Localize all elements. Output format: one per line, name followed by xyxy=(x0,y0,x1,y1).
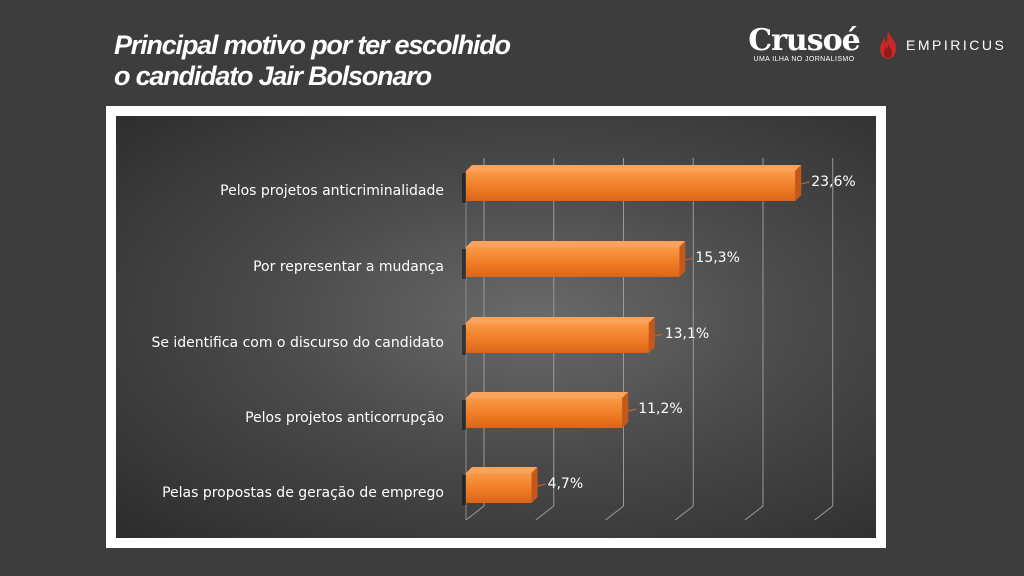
empiricus-logo: EMPIRICUS xyxy=(876,30,1006,60)
data-label: 4,7% xyxy=(548,476,584,492)
bar-chart: 23,6% Pelos projetos anticriminalidade 15,… xyxy=(151,158,856,521)
gridline-floor xyxy=(674,505,694,521)
category-label: Se identifica com o discurso do candidat… xyxy=(151,335,444,351)
gridline-floor xyxy=(744,505,764,521)
bar-shadow xyxy=(462,325,466,355)
data-label-leader xyxy=(654,333,663,337)
category-label: Pelos projetos anticriminalidade xyxy=(220,183,444,199)
crusoe-logo: Crusoé UMA ILHA NO JORNALISMO xyxy=(744,23,864,64)
data-label-leader xyxy=(628,408,637,412)
chart-plot-area: 23,6% Pelos projetos anticriminalidade 15,… xyxy=(116,116,876,538)
bar xyxy=(466,171,796,201)
data-label: 13,1% xyxy=(665,326,709,342)
bar-group: 11,2% Pelos projetos anticorrupção xyxy=(245,392,683,430)
bar-shadow xyxy=(462,475,466,505)
gridline-floor xyxy=(814,505,834,521)
flame-icon xyxy=(876,30,900,60)
bar-side-face xyxy=(679,241,686,277)
bar xyxy=(466,398,623,428)
gridline-floor xyxy=(605,505,624,521)
bar-top-face xyxy=(466,317,655,323)
crusoe-logo-tagline: UMA ILHA NO JORNALISMO xyxy=(753,56,855,63)
bar xyxy=(466,323,649,353)
title-line-2: o candidato Jair Bolsonaro xyxy=(114,61,432,91)
data-label: 15,3% xyxy=(695,250,739,266)
bar-group: 4,7% Pelas propostas de geração de empreg… xyxy=(162,467,583,505)
data-label-leader xyxy=(801,181,810,185)
bar-top-face xyxy=(466,241,686,247)
bar-group: 23,6% Pelos projetos anticriminalidade xyxy=(220,165,856,203)
category-label: Pelas propostas de geração de emprego xyxy=(162,485,444,501)
bar-top-face xyxy=(466,467,538,473)
bar-top-face xyxy=(466,165,802,171)
bar-top-face xyxy=(466,392,629,398)
bar-group: 15,3% Por representar a mudança xyxy=(253,241,740,279)
category-label: Por representar a mudança xyxy=(253,259,444,275)
bar-side-face xyxy=(531,467,538,503)
gridline-floor xyxy=(465,505,485,521)
bar-shadow xyxy=(462,400,466,430)
bar xyxy=(466,247,680,277)
page-title: Principal motivo por ter escolhido o can… xyxy=(114,30,511,92)
chart-frame: 23,6% Pelos projetos anticriminalidade 15,… xyxy=(106,106,886,548)
bar-side-face xyxy=(622,392,629,428)
title-line-1: Principal motivo por ter escolhido xyxy=(114,30,511,60)
bar-shadow xyxy=(462,173,466,203)
data-label-leader xyxy=(685,257,694,261)
bar-side-face xyxy=(648,317,655,353)
bar xyxy=(466,473,532,503)
data-label: 23,6% xyxy=(811,174,855,190)
data-label: 11,2% xyxy=(638,401,682,417)
category-label: Pelos projetos anticorrupção xyxy=(245,410,444,426)
bar-side-face xyxy=(795,165,802,201)
bar-group: 13,1% Se identifica com o discurso do can… xyxy=(151,317,709,355)
empiricus-logo-name: EMPIRICUS xyxy=(906,37,1007,53)
gridline-floor xyxy=(535,505,555,521)
data-label-leader xyxy=(537,483,546,487)
crusoe-logo-name: Crusoé xyxy=(748,23,860,58)
bar-shadow xyxy=(462,249,466,279)
